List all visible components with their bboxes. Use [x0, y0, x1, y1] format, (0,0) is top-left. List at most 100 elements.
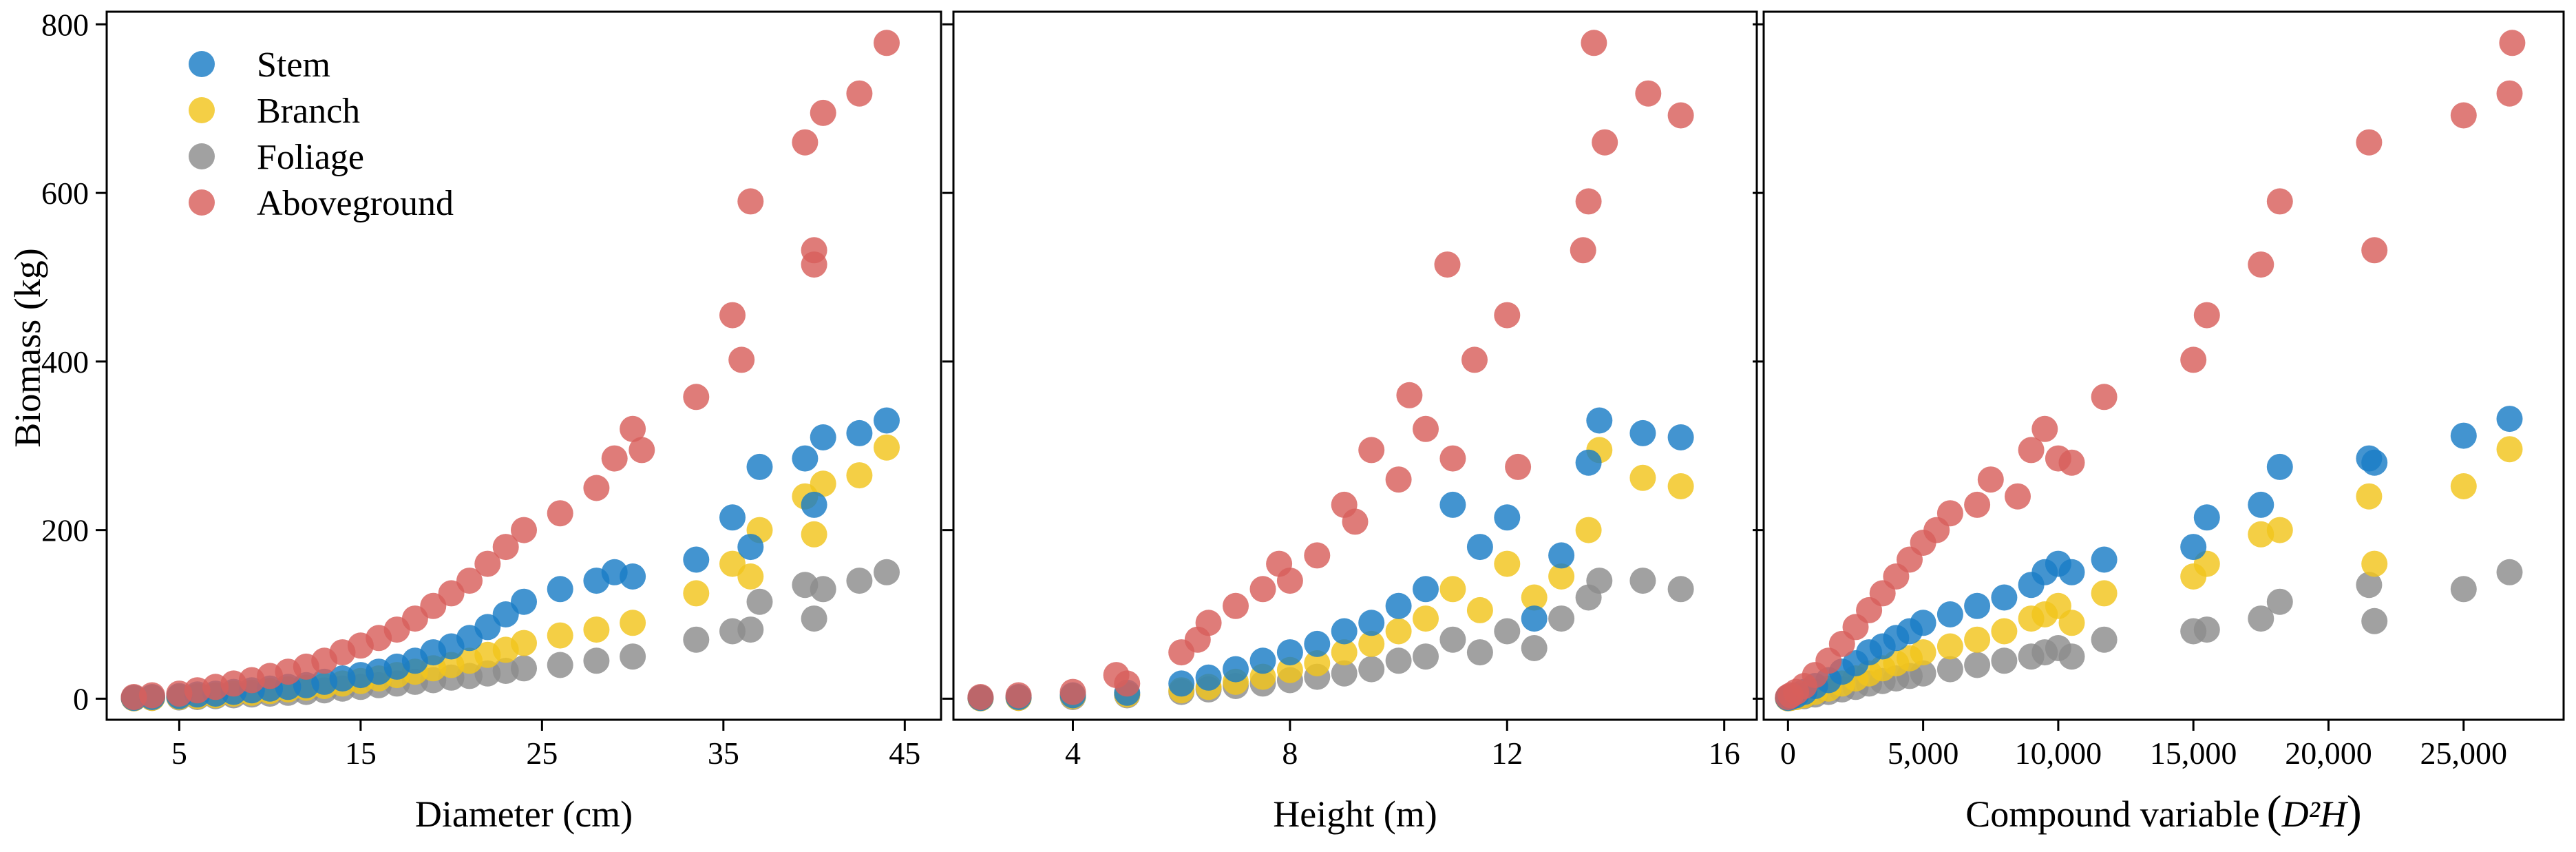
point-compound-stem-15: [1991, 584, 2018, 611]
point-height-foliage-16: [1494, 618, 1521, 645]
point-compound-branch-26: [2361, 550, 2388, 577]
point-compound-aboveground-27: [2356, 129, 2383, 156]
x-tick-label-diameter-1: 15: [345, 736, 377, 771]
point-compound-aboveground-29: [2450, 102, 2477, 129]
point-compound-stem-12: [1910, 610, 1936, 636]
point-diameter-foliage-32: [846, 568, 873, 594]
point-compound-branch-24: [2266, 517, 2293, 543]
point-height-stem-12: [1385, 592, 1412, 619]
point-compound-foliage-27: [2450, 576, 2477, 603]
axis-ticks-diameter: 5 15 25 35 45 0 200 400 600 800: [41, 7, 920, 771]
legend-label-foliage: Foliage: [257, 138, 364, 177]
x-tick-label-height-1: 8: [1282, 736, 1298, 771]
point-diameter-aboveground-30: [737, 188, 764, 215]
point-diameter-foliage-31: [810, 576, 836, 603]
point-height-branch-21: [1629, 464, 1656, 491]
point-diameter-aboveground-24: [601, 445, 628, 472]
point-height-aboveground-15: [1358, 437, 1385, 464]
legend: Stem Branch Foliage Aboveground: [189, 45, 454, 223]
x-tick-label-diameter-0: 5: [171, 736, 187, 771]
point-height-aboveground-26: [1581, 30, 1607, 56]
axis-ticks-compound: 0 5,000 10,000 15,000 20,000 25,000: [1753, 23, 2507, 771]
point-diameter-stem-19: [474, 614, 501, 641]
point-diameter-aboveground-19: [474, 550, 501, 577]
point-compound-foliage-24: [2266, 588, 2293, 615]
point-diameter-foliage-22: [547, 652, 573, 678]
point-diameter-aboveground-23: [583, 475, 610, 501]
point-height-stem-18: [1548, 542, 1575, 569]
point-height-branch-10: [1331, 639, 1358, 666]
point-compound-branch-19: [2058, 610, 2085, 636]
point-diameter-stem-21: [511, 588, 537, 615]
scatter-marks-diameter: [120, 30, 900, 711]
point-height-foliage-11: [1358, 656, 1385, 683]
point-height-aboveground-8: [1223, 592, 1249, 619]
point-diameter-stem-32: [810, 424, 836, 450]
point-diameter-stem-29: [746, 453, 773, 480]
point-height-stem-17: [1521, 605, 1548, 632]
point-diameter-stem-26: [683, 546, 710, 573]
point-diameter-aboveground-22: [547, 500, 573, 527]
legend-label-branch: Branch: [257, 92, 360, 131]
point-compound-stem-20: [2091, 546, 2118, 573]
point-diameter-branch-32: [846, 462, 873, 489]
point-diameter-aboveground-25: [620, 415, 646, 442]
point-compound-branch-25: [2356, 483, 2383, 510]
y-tick-label-diameter-1: 200: [41, 513, 89, 548]
point-diameter-stem-22: [547, 576, 573, 603]
point-diameter-foliage-33: [874, 559, 900, 585]
legend-marker-foliage: [189, 143, 215, 169]
point-compound-foliage-28: [2496, 559, 2523, 585]
point-compound-stem-28: [2496, 406, 2523, 433]
point-compound-stem-26: [2361, 449, 2388, 476]
point-diameter-branch-22: [547, 622, 573, 649]
y-tick-label-diameter-2: 400: [41, 344, 89, 380]
point-compound-stem-24: [2266, 453, 2293, 480]
point-height-branch-16: [1494, 550, 1521, 577]
point-height-aboveground-25: [1575, 188, 1602, 215]
x-axis-title-compound-paren-open: (: [2267, 787, 2282, 837]
point-height-branch-11: [1358, 630, 1385, 657]
point-diameter-aboveground-35: [846, 80, 873, 107]
legend-marker-branch: [189, 97, 215, 123]
point-compound-aboveground-15: [1964, 491, 1991, 518]
scatter-marks-height: [967, 30, 1694, 711]
y-tick-label-diameter-4: 800: [41, 7, 89, 42]
point-compound-foliage-22: [2193, 616, 2220, 643]
point-height-branch-14: [1439, 576, 1466, 603]
point-height-stem-19: [1575, 449, 1602, 476]
y-axis-title: Biomass (kg): [7, 248, 48, 448]
point-diameter-foliage-25: [683, 626, 710, 653]
point-diameter-branch-27: [737, 563, 764, 590]
point-height-aboveground-14: [1342, 508, 1369, 535]
point-compound-stem-21: [2180, 534, 2207, 561]
point-diameter-stem-30: [792, 445, 819, 472]
point-compound-stem-23: [2248, 491, 2274, 518]
point-diameter-aboveground-27: [683, 384, 710, 411]
point-height-stem-10: [1331, 618, 1358, 645]
point-diameter-stem-28: [737, 534, 764, 561]
x-tick-label-diameter-4: 45: [889, 736, 920, 771]
point-diameter-branch-33: [874, 434, 900, 461]
point-compound-aboveground-26: [2266, 188, 2293, 215]
point-height-aboveground-16: [1385, 466, 1412, 493]
x-tick-label-compound-4: 20,000: [2285, 736, 2372, 771]
point-diameter-aboveground-28: [719, 302, 746, 329]
point-compound-stem-14: [1964, 592, 1991, 619]
point-compound-branch-14: [1964, 626, 1991, 653]
point-diameter-stem-34: [874, 407, 900, 434]
point-compound-aboveground-30: [2496, 80, 2523, 107]
x-tick-label-compound-1: 5,000: [1888, 736, 1959, 771]
legend-label-stem: Stem: [257, 45, 330, 85]
point-compound-aboveground-18: [2018, 437, 2045, 464]
point-compound-aboveground-19: [2031, 415, 2058, 442]
point-compound-foliage-19: [2058, 643, 2085, 670]
point-height-foliage-10: [1331, 660, 1358, 687]
point-compound-branch-12: [1910, 639, 1936, 666]
point-height-aboveground-18: [1413, 415, 1439, 442]
point-height-stem-8: [1276, 639, 1303, 666]
axis-ticks-height: 4 8 12 16: [942, 23, 1740, 771]
point-height-aboveground-7: [1195, 610, 1222, 636]
point-compound-branch-28: [2496, 436, 2523, 463]
panel-compound: 0 5,000 10,000 15,000 20,000 25,000 Compound …: [1753, 10, 2565, 837]
